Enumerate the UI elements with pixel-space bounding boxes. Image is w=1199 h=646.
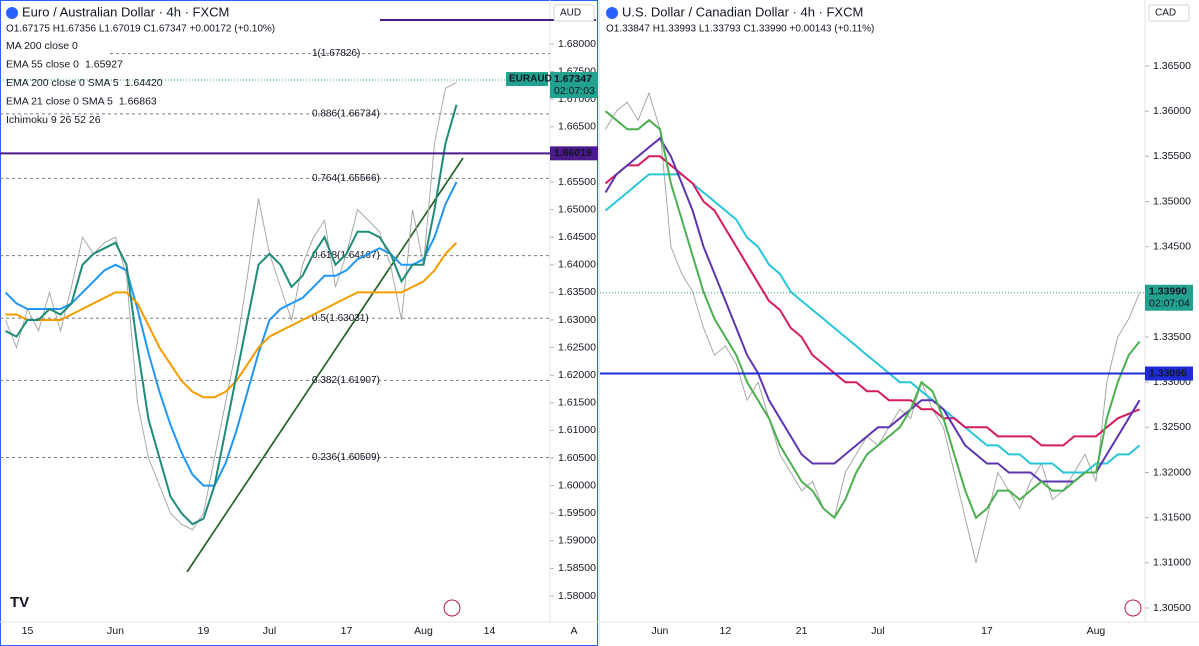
legend-entry: EMA 200 close 0 SMA 5 [6, 77, 119, 89]
y-tick-label: 1.64000 [558, 259, 596, 271]
legend-value: 1.64420 [125, 77, 163, 89]
series-line [5, 104, 458, 526]
x-tick-label: 14 [484, 625, 496, 637]
y-tick-label: 1.66500 [558, 121, 596, 133]
legend-value: 1.65927 [85, 58, 123, 70]
series-line [4, 181, 458, 487]
y-tick-label: 1.63500 [558, 286, 596, 298]
last-price: 1.67347 [554, 73, 592, 85]
x-tick-label: Jul [263, 625, 276, 637]
series-line [604, 110, 1141, 520]
y-tick-label: 1.61000 [558, 424, 596, 436]
series-line [605, 91, 1141, 563]
x-tick-label: Jun [107, 625, 124, 637]
y-tick-label: 1.60500 [558, 452, 596, 464]
auto-scale: A [570, 625, 577, 637]
countdown: 02:07:04 [1149, 298, 1190, 310]
event-icon[interactable] [443, 599, 461, 617]
price-badge [550, 72, 598, 99]
symbol-label: EURAUD [509, 74, 552, 85]
currency: CAD [1155, 8, 1176, 19]
ohlc: O1.33847 H1.33993 L1.33793 C1.33990 +0.0… [606, 24, 874, 35]
countdown: 02:07:03 [554, 85, 595, 97]
legend-entry: EMA 55 close 0 [6, 58, 79, 70]
x-tick-label: 17 [341, 625, 353, 637]
x-tick-label: 15 [22, 625, 34, 637]
price-badge [550, 146, 598, 161]
hline-label: 1.33096 [1149, 367, 1187, 379]
symbol-icon [606, 7, 618, 19]
y-tick-label: 1.35000 [1153, 195, 1191, 207]
y-tick-label: 1.61500 [558, 397, 596, 409]
legend-entry: EMA 21 close 0 SMA 5 [6, 95, 113, 107]
currency-box [553, 4, 595, 22]
y-tick-label: 1.59500 [558, 507, 596, 519]
trend-line [186, 157, 464, 573]
x-tick-label: Aug [414, 625, 433, 637]
series-line [5, 241, 458, 399]
y-tick-label: 1.65500 [558, 176, 596, 188]
y-tick-label: 1.58000 [558, 590, 596, 602]
y-tick-label: 1.31500 [1153, 511, 1191, 523]
legend-entry: MA 200 close 0 [6, 40, 78, 52]
y-tick-label: 1.30500 [1153, 602, 1191, 614]
chart-title: U.S. Dollar / Canadian Dollar · 4h · FXC… [622, 4, 863, 19]
legend-value: 1.66863 [119, 95, 157, 107]
y-tick-label: 1.32500 [1153, 421, 1191, 433]
fib-label: 0.382(1.61907) [312, 375, 380, 386]
y-tick-label: 1.62500 [558, 341, 596, 353]
chart-title: Euro / Australian Dollar · 4h · FXCM [22, 4, 229, 19]
currency-box [1148, 4, 1190, 22]
y-tick-label: 1.36000 [1153, 105, 1191, 117]
x-tick-label: Jul [871, 625, 884, 637]
event-icon[interactable] [1124, 599, 1142, 617]
series-line [604, 136, 1141, 483]
y-tick-label: 1.68000 [558, 38, 596, 50]
fib-label: 0.764(1.65566) [312, 173, 380, 184]
y-tick-label: 1.64500 [558, 231, 596, 243]
y-tick-label: 1.32000 [1153, 466, 1191, 478]
x-tick-label: 19 [198, 625, 210, 637]
y-tick-label: 1.31000 [1153, 557, 1191, 569]
y-tick-label: 1.65000 [558, 203, 596, 215]
fib-label: 0.5(1.63031) [312, 313, 369, 324]
currency: AUD [560, 8, 581, 19]
series-line [5, 82, 457, 531]
x-tick-label: 12 [720, 625, 732, 637]
symbol-badge [506, 72, 548, 87]
price-badge [1145, 284, 1193, 311]
y-tick-label: 1.36500 [1153, 60, 1191, 72]
x-tick-label: 17 [981, 625, 993, 637]
fib-label: 1(1.67826) [312, 48, 360, 59]
last-price: 1.33990 [1149, 286, 1187, 298]
x-tick-label: Jun [651, 625, 668, 637]
fib-label: 0.886(1.66734) [312, 109, 380, 120]
y-tick-label: 1.33500 [1153, 331, 1191, 343]
series-line [604, 155, 1140, 447]
y-tick-label: 1.62000 [558, 369, 596, 381]
x-tick-label: 21 [796, 625, 808, 637]
y-tick-label: 1.60000 [558, 479, 596, 491]
ohlc: O1.67175 H1.67356 L1.67019 C1.67347 +0.0… [6, 24, 275, 35]
symbol-icon [6, 7, 18, 19]
fib-label: 0.236(1.60509) [312, 452, 380, 463]
hline-label: 1.66019 [554, 147, 592, 159]
y-tick-label: 1.59000 [558, 535, 596, 547]
x-tick-label: Aug [1087, 625, 1106, 637]
y-tick-label: 1.63000 [558, 314, 596, 326]
legend-entry: Ichimoku 9 26 52 26 [6, 114, 101, 126]
logo: TV [10, 594, 29, 611]
price-badge [1145, 366, 1193, 381]
y-tick-label: 1.34500 [1153, 240, 1191, 252]
y-tick-label: 1.35500 [1153, 150, 1191, 162]
y-tick-label: 1.58500 [558, 562, 596, 574]
